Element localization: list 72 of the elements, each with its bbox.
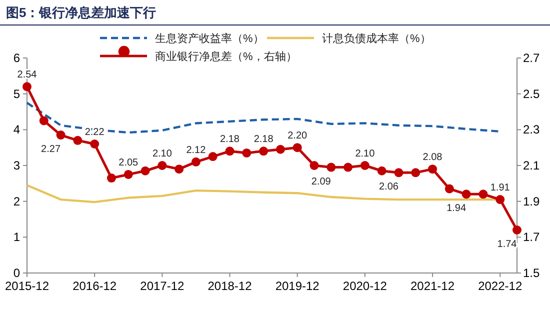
point — [377, 166, 386, 176]
point — [56, 130, 66, 140]
legend-label: 生息资产收益率（%） — [155, 32, 264, 45]
point — [512, 226, 522, 234]
point — [106, 174, 116, 183]
y2-tick-label: 1.5 — [523, 266, 540, 280]
data-label: 1.74 — [497, 239, 518, 250]
point — [242, 148, 252, 158]
data-label: 1.91 — [490, 182, 510, 194]
data-label: 2.22 — [84, 127, 105, 138]
point — [444, 184, 454, 194]
y-tick-label: 1 — [13, 230, 20, 244]
point — [158, 161, 167, 170]
x-tick-label: 2021-12 — [410, 279, 455, 293]
point — [344, 162, 353, 172]
point — [73, 136, 82, 145]
data-label: 2.09 — [311, 176, 332, 188]
y-tick-label: 5 — [13, 86, 20, 101]
y-tick-label: 0 — [13, 266, 20, 280]
data-label: 2.18 — [254, 134, 274, 146]
data-label: 2.10 — [152, 148, 172, 160]
data-label: 2.10 — [355, 148, 376, 160]
y-tick-label: 6 — [13, 51, 20, 65]
data-label: 2.20 — [288, 130, 308, 142]
y2-tick-label: 2.7 — [523, 51, 540, 65]
x-tick-label: 2017-12 — [140, 279, 185, 293]
y2-tick-label: 2.1 — [523, 158, 540, 172]
x-tick-label: 2022-12 — [478, 279, 522, 293]
data-label: 2.05 — [118, 157, 139, 168]
point — [22, 82, 32, 92]
data-label: 2.54 — [17, 70, 38, 81]
point — [225, 146, 234, 156]
point — [478, 190, 488, 199]
legend-label: 计息负债成本率（%） — [322, 32, 431, 45]
y-tick-label: 2 — [13, 194, 20, 208]
point — [259, 146, 268, 156]
point — [428, 164, 438, 174]
y-tick-label: 3 — [13, 158, 20, 172]
data-label: 2.08 — [422, 152, 443, 164]
data-label: 2.18 — [220, 134, 240, 146]
point — [124, 170, 133, 179]
point — [39, 116, 48, 126]
point — [208, 152, 218, 162]
point — [360, 161, 370, 170]
y-tick-label: 4 — [13, 122, 20, 137]
legend-label: 商业银行净息差（%，右轴） — [155, 50, 297, 63]
point — [411, 168, 420, 178]
data-label: 2.12 — [186, 144, 206, 156]
y2-tick-label: 2.3 — [523, 122, 540, 137]
point — [90, 140, 100, 148]
y2-tick-label: 2.5 — [523, 86, 540, 101]
x-tick-label: 2016-12 — [72, 279, 117, 293]
point — [394, 168, 404, 178]
x-tick-label: 2019-12 — [275, 279, 320, 293]
point — [496, 195, 505, 204]
point — [462, 190, 471, 199]
point — [174, 164, 184, 174]
data-label: 1.94 — [446, 203, 466, 214]
point — [276, 144, 285, 154]
point — [191, 157, 200, 166]
point — [310, 161, 319, 170]
y2-tick-label: 1.9 — [523, 194, 540, 208]
data-label: 2.27 — [41, 144, 61, 156]
point — [140, 166, 150, 176]
y2-tick-label: 1.7 — [523, 230, 540, 244]
x-tick-label: 2018-12 — [208, 279, 252, 293]
point — [292, 143, 302, 152]
point — [326, 162, 336, 172]
x-tick-label: 2020-12 — [342, 279, 388, 293]
data-label: 2.06 — [378, 182, 399, 193]
chart-title: 图5：银行净息差加速下行 — [6, 5, 156, 20]
x-tick-label: 2015-12 — [4, 279, 50, 293]
